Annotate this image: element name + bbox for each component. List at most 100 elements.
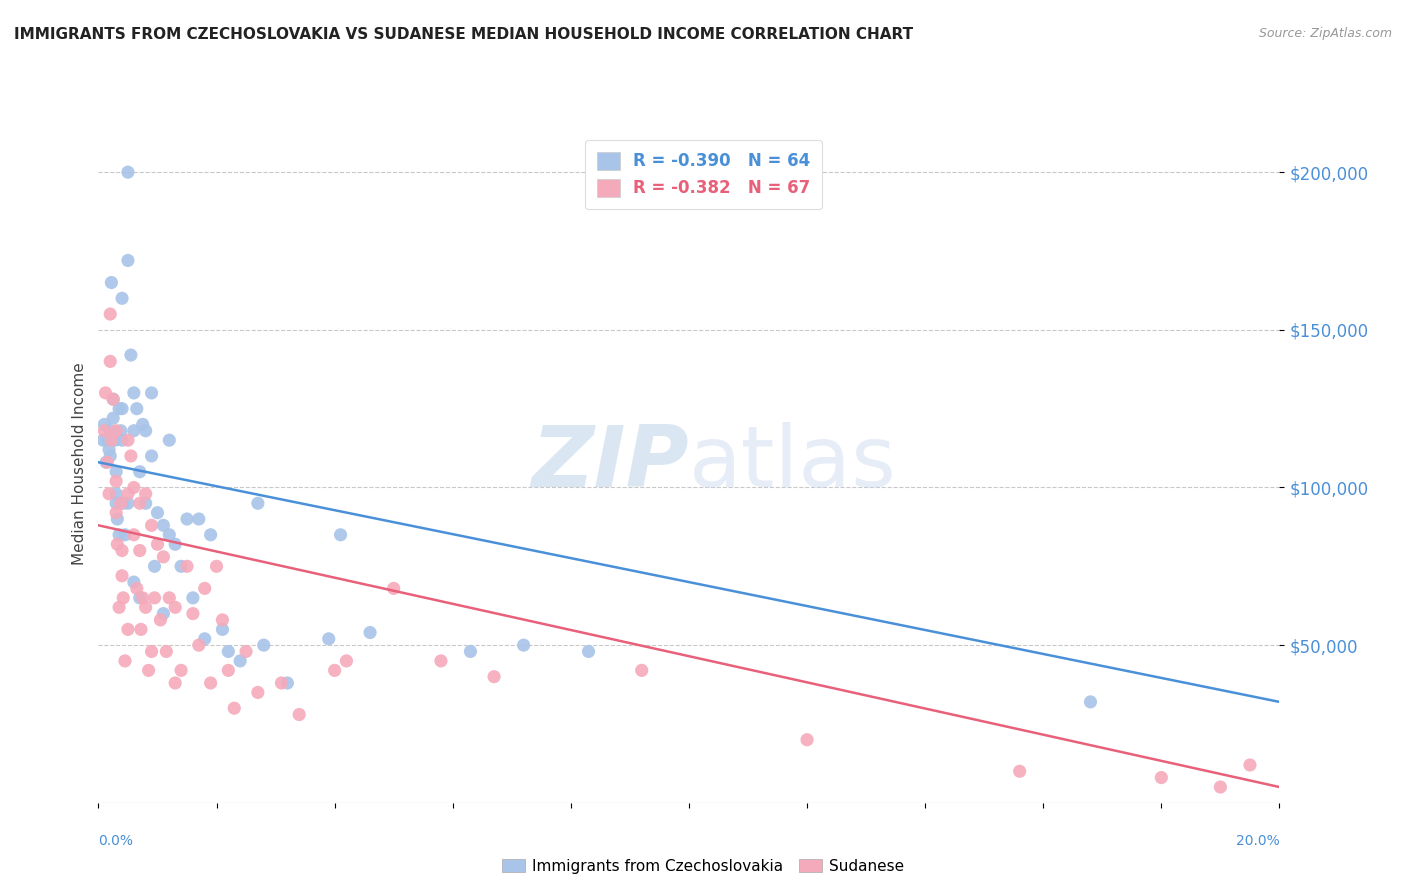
Point [318, 632, 340, 646]
Point [128, 591, 150, 605]
Point [103, 392, 125, 407]
Text: atlas: atlas [689, 422, 897, 506]
Point [128, 465, 150, 479]
Text: 20.0%: 20.0% [1236, 834, 1279, 848]
Point [108, 401, 131, 416]
Point [100, 276, 122, 290]
Point [149, 613, 172, 627]
Point [128, 496, 150, 510]
Point [94, 385, 117, 400]
Point [176, 559, 198, 574]
Text: Source: ZipAtlas.com: Source: ZipAtlas.com [1258, 27, 1392, 40]
Point [96, 433, 118, 447]
Point [1080, 695, 1102, 709]
Point [120, 449, 142, 463]
Point [98, 442, 121, 457]
Point [141, 644, 163, 658]
Point [98, 424, 121, 438]
Point [170, 559, 193, 574]
Point [200, 676, 222, 690]
Point [217, 644, 239, 658]
Point [104, 433, 127, 447]
Point [96, 455, 118, 469]
Point [117, 433, 139, 447]
Point [94, 455, 117, 469]
Point [430, 654, 453, 668]
Point [135, 487, 157, 501]
Point [132, 417, 155, 432]
Point [93, 424, 115, 438]
Point [117, 623, 139, 637]
Point [194, 582, 217, 596]
Point [117, 496, 139, 510]
Point [146, 537, 169, 551]
Point [122, 575, 145, 590]
Point [111, 433, 134, 447]
Point [125, 401, 148, 416]
Point [194, 632, 217, 646]
Point [114, 528, 136, 542]
Point [98, 449, 121, 463]
Text: ZIP: ZIP [531, 422, 689, 506]
Point [512, 638, 534, 652]
Point [165, 600, 187, 615]
Point [165, 676, 187, 690]
Point [157, 528, 180, 542]
Point [93, 417, 115, 432]
Point [1209, 780, 1232, 794]
Point [246, 496, 269, 510]
Legend: Immigrants from Czechoslovakia, Sudanese: Immigrants from Czechoslovakia, Sudanese [495, 853, 911, 880]
Point [103, 392, 125, 407]
Point [165, 537, 187, 551]
Point [105, 506, 128, 520]
Point [382, 582, 405, 596]
Point [117, 487, 139, 501]
Point [122, 481, 145, 495]
Point [111, 568, 134, 582]
Point [146, 506, 169, 520]
Point [796, 732, 818, 747]
Point [323, 664, 346, 678]
Point [128, 543, 150, 558]
Point [120, 348, 142, 362]
Point [117, 253, 139, 268]
Point [103, 411, 125, 425]
Point [235, 644, 257, 658]
Point [135, 496, 157, 510]
Point [117, 165, 139, 179]
Point [217, 664, 239, 678]
Point [98, 487, 121, 501]
Point [152, 518, 174, 533]
Point [105, 537, 128, 551]
Point [129, 623, 152, 637]
Point [211, 613, 233, 627]
Point [170, 664, 193, 678]
Text: 0.0%: 0.0% [98, 834, 134, 848]
Point [143, 559, 166, 574]
Point [229, 654, 252, 668]
Point [108, 600, 131, 615]
Point [152, 549, 174, 564]
Point [335, 654, 357, 668]
Point [111, 291, 134, 305]
Text: IMMIGRANTS FROM CZECHOSLOVAKIA VS SUDANESE MEDIAN HOUSEHOLD INCOME CORRELATION C: IMMIGRANTS FROM CZECHOSLOVAKIA VS SUDANE… [14, 27, 912, 42]
Point [125, 582, 148, 596]
Point [181, 591, 204, 605]
Point [112, 591, 135, 605]
Point [482, 670, 505, 684]
Point [91, 433, 114, 447]
Point [132, 591, 155, 605]
Point [578, 644, 600, 658]
Point [276, 676, 298, 690]
Y-axis label: Median Household Income: Median Household Income [72, 362, 87, 566]
Point [108, 528, 131, 542]
Point [270, 676, 292, 690]
Point [105, 487, 128, 501]
Point [181, 607, 204, 621]
Point [111, 401, 134, 416]
Point [253, 638, 276, 652]
Point [155, 644, 177, 658]
Legend: R = -0.390   N = 64, R = -0.382   N = 67: R = -0.390 N = 64, R = -0.382 N = 67 [585, 140, 823, 209]
Point [135, 424, 157, 438]
Point [141, 518, 163, 533]
